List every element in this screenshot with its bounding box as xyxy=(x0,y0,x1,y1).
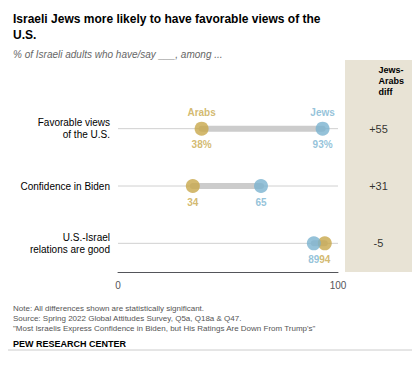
svg-text:-5: -5 xyxy=(374,237,384,249)
svg-text:Source: Spring 2022 Global Att: Source: Spring 2022 Global Attitudes Sur… xyxy=(13,314,241,323)
svg-text:% of Israeli adults who have/s: % of Israeli adults who have/say ___, am… xyxy=(13,49,223,60)
svg-text:65: 65 xyxy=(255,197,267,208)
svg-text:+31: +31 xyxy=(369,180,388,192)
svg-text:Jews-: Jews- xyxy=(379,65,404,75)
svg-text:Israeli Jews more likely to ha: Israeli Jews more likely to have favorab… xyxy=(13,12,321,26)
svg-text:+55: +55 xyxy=(369,123,388,135)
svg-text:Favorable views: Favorable views xyxy=(38,117,110,128)
svg-text:Note: All differences shown ar: Note: All differences shown are statisti… xyxy=(13,304,204,313)
svg-text:Arabs: Arabs xyxy=(379,76,405,86)
svg-text:89: 89 xyxy=(308,254,320,265)
svg-text:100: 100 xyxy=(330,280,347,291)
svg-text:93%: 93% xyxy=(313,139,333,150)
svg-text:U.S.-Israel: U.S.-Israel xyxy=(63,232,110,243)
svg-text:38%: 38% xyxy=(192,139,212,150)
svg-text:diff: diff xyxy=(379,87,394,97)
svg-text:"Most Israelis Express Confide: "Most Israelis Express Confidence in Bid… xyxy=(13,324,316,333)
svg-text:relations are good: relations are good xyxy=(30,244,110,255)
svg-text:34: 34 xyxy=(187,197,199,208)
svg-text:PEW RESEARCH CENTER: PEW RESEARCH CENTER xyxy=(13,339,127,349)
svg-text:Arabs: Arabs xyxy=(187,107,216,118)
svg-text:of the U.S.: of the U.S. xyxy=(63,129,110,140)
svg-text:94: 94 xyxy=(319,254,331,265)
svg-text:Jews: Jews xyxy=(310,107,335,118)
svg-text:Confidence in Biden: Confidence in Biden xyxy=(20,181,110,192)
svg-text:U.S.: U.S. xyxy=(13,28,36,42)
svg-text:0: 0 xyxy=(115,280,121,291)
